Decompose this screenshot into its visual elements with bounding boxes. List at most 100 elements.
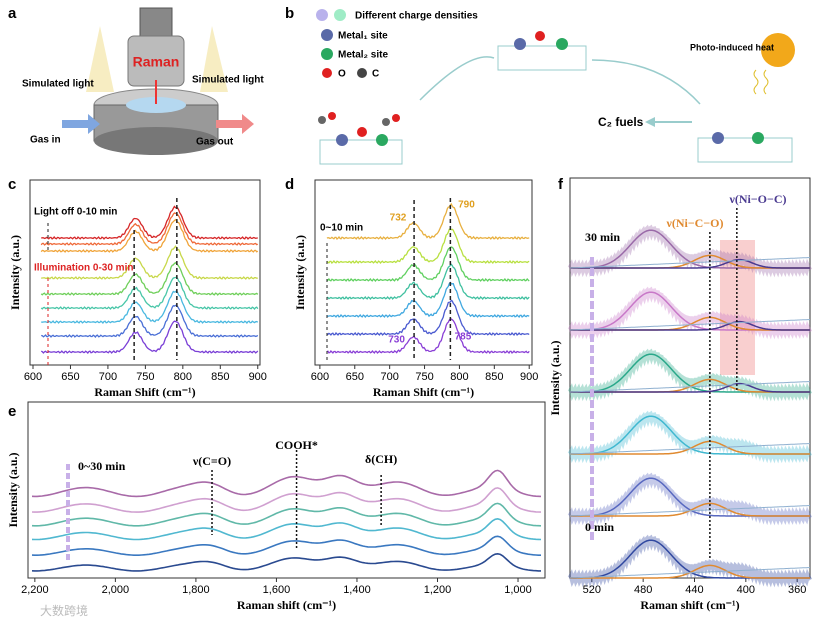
- legend-entry: Metal₂ site: [338, 50, 388, 61]
- annotation: Light off 0-10 min: [34, 207, 117, 218]
- spectrum: [569, 443, 811, 455]
- panel-label: c: [8, 176, 16, 193]
- spectrum: [569, 505, 811, 517]
- x-axis-label: Raman Shift (cm⁻¹): [94, 385, 195, 399]
- spectrum: [31, 487, 542, 513]
- spectrum: [569, 381, 811, 393]
- annotation: 0~30 min: [78, 459, 126, 473]
- spectrum: [40, 212, 258, 246]
- plot-frame: [569, 177, 811, 579]
- apparatus: [62, 7, 254, 155]
- spectrum: [40, 218, 259, 253]
- annotation: ν(C=O): [192, 454, 231, 468]
- x-tick-label: 700: [380, 371, 398, 383]
- legend-entry: Different charge densities: [355, 11, 478, 22]
- mechanism: [316, 9, 795, 165]
- x-tick-label: 900: [249, 371, 267, 383]
- x-tick-label: 1,000: [504, 584, 532, 596]
- x-axis-label: Raman shift (cm⁻¹): [640, 598, 739, 612]
- annotation: Illumination 0-30 min: [34, 263, 133, 274]
- watermark: 大数跨境: [40, 603, 88, 618]
- spectrum: [40, 261, 259, 296]
- spectrum: [326, 202, 530, 241]
- peak-label: 785: [455, 332, 472, 343]
- plot-frame: [27, 401, 546, 579]
- annotation: ν(Ni−O−C): [728, 192, 786, 206]
- spectrum: [567, 286, 813, 340]
- x-tick-label: 1,800: [182, 584, 210, 596]
- y-axis-label: Intensity (a.u.): [293, 235, 307, 310]
- light-label: Simulated light: [192, 75, 264, 86]
- x-tick-label: 800: [450, 371, 468, 383]
- x-tick-label: 520: [583, 584, 601, 596]
- x-tick-label: 1,600: [263, 584, 291, 596]
- peak-label: 790: [458, 200, 475, 211]
- light-label: Simulated light: [22, 79, 94, 90]
- peak-label: 730: [388, 335, 405, 346]
- spectrum: [326, 317, 530, 355]
- device-label: Raman: [133, 54, 180, 70]
- panel-label: e: [8, 403, 16, 420]
- legend-entry: O: [338, 69, 346, 80]
- x-tick-label: 750: [415, 371, 433, 383]
- product-label: C₂ fuels: [598, 115, 644, 129]
- spectrum: [31, 502, 542, 527]
- x-tick-label: 400: [737, 584, 755, 596]
- x-tick-label: 650: [346, 371, 364, 383]
- y-axis-label: Intensity (a.u.): [6, 452, 20, 527]
- x-axis-label: Raman Shift (cm⁻¹): [373, 385, 474, 399]
- x-tick-label: 360: [788, 584, 806, 596]
- spectrum: [567, 410, 813, 464]
- spectrum: [567, 472, 813, 526]
- x-tick-label: 650: [61, 371, 79, 383]
- annotation: 30 min: [585, 230, 620, 244]
- y-axis-label: Intensity (a.u.): [548, 340, 562, 415]
- x-tick-label: 600: [311, 371, 329, 383]
- x-tick-label: 800: [174, 371, 192, 383]
- x-tick-label: 440: [685, 584, 703, 596]
- panel-label: f: [558, 176, 564, 193]
- x-tick-label: 480: [634, 584, 652, 596]
- spectrum: [570, 382, 810, 393]
- x-tick-label: 1,200: [424, 584, 452, 596]
- spectrum: [569, 257, 811, 269]
- annotation: COOH*: [275, 438, 318, 452]
- legend-entry: Metal₁ site: [338, 31, 388, 42]
- x-tick-label: 850: [485, 371, 503, 383]
- panel-label: d: [285, 176, 294, 193]
- spectrum: [31, 469, 542, 498]
- panel-label: b: [285, 5, 294, 22]
- spectrum: [567, 348, 813, 402]
- spectrum: [31, 517, 542, 541]
- annotation: 0~10 min: [320, 223, 363, 234]
- y-axis-label: Intensity (a.u.): [8, 235, 22, 310]
- x-tick-label: 850: [211, 371, 229, 383]
- spectrum: [41, 205, 258, 240]
- spectrum: [41, 304, 259, 339]
- x-tick-label: 2,000: [102, 584, 130, 596]
- x-axis-label: Raman shift (cm⁻¹): [237, 598, 336, 612]
- x-tick-label: 750: [136, 371, 154, 383]
- spectrum: [41, 245, 258, 280]
- annotation: δ(CH): [365, 452, 397, 466]
- spectrum: [567, 534, 813, 588]
- spectrum: [326, 263, 530, 301]
- heat-label: Photo-induced heat: [690, 42, 774, 52]
- annotation: ν(Ni−C−O): [665, 216, 723, 230]
- x-tick-label: 1,400: [343, 584, 371, 596]
- plot-frame: [314, 179, 533, 366]
- x-tick-label: 2,200: [21, 584, 49, 596]
- spectrum: [326, 299, 530, 337]
- spectrum: [570, 320, 810, 331]
- spectrum: [31, 535, 541, 556]
- x-tick-label: 600: [24, 371, 42, 383]
- spectrum: [326, 228, 530, 265]
- spectrum: [567, 224, 813, 278]
- spectrum: [570, 258, 810, 269]
- x-tick-label: 700: [99, 371, 117, 383]
- spectrum: [326, 246, 530, 283]
- spectrum: [40, 276, 259, 310]
- spectrum: [31, 552, 541, 572]
- gas-label: Gas out: [196, 137, 234, 148]
